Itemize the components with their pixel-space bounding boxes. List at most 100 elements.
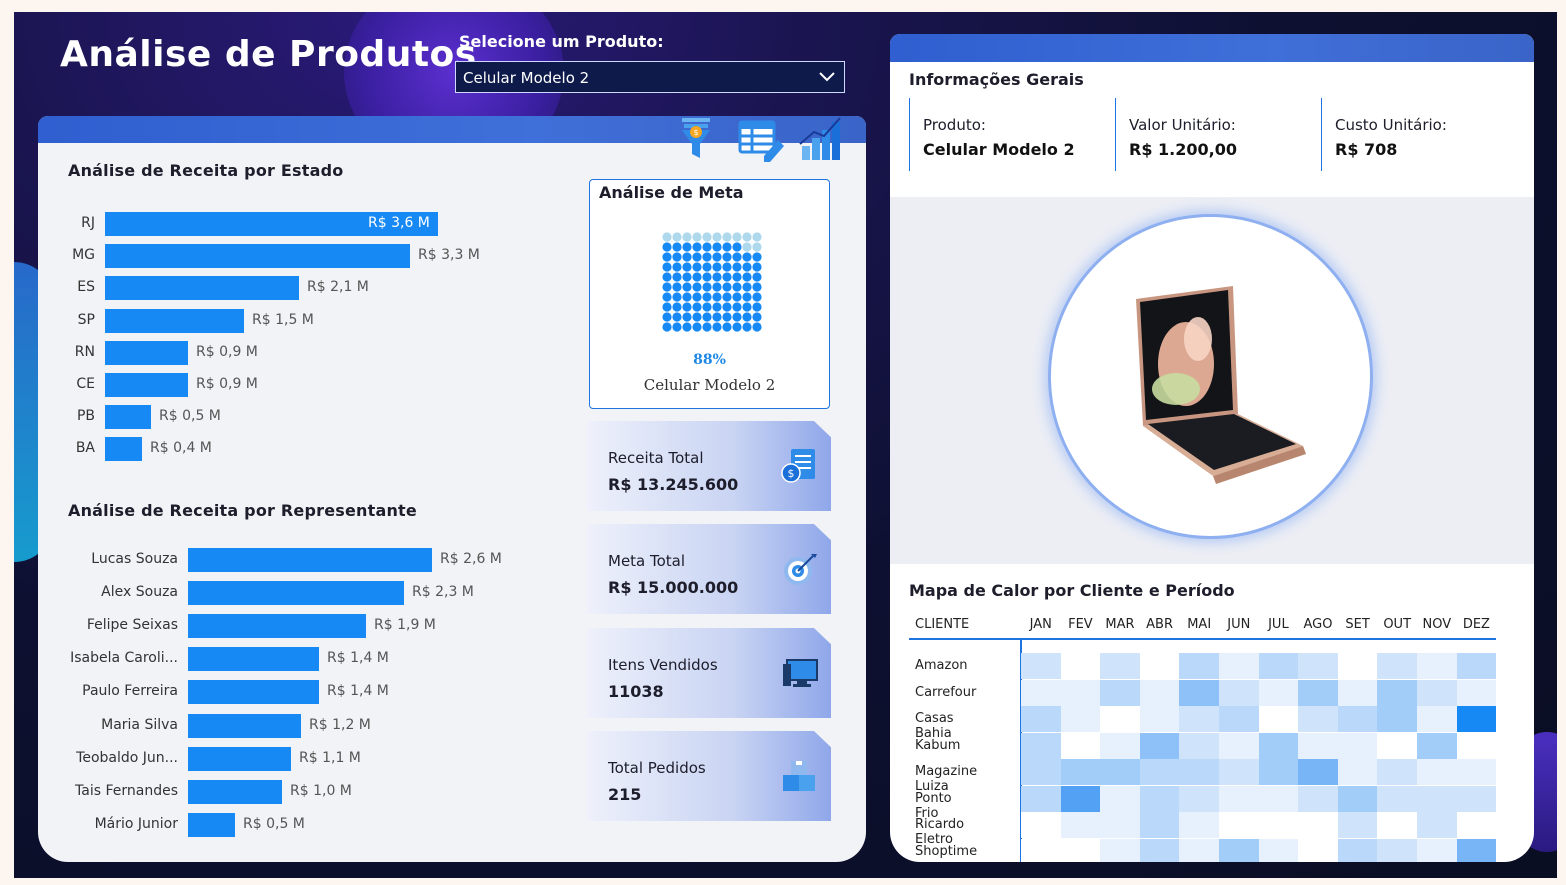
- heatmap-cell[interactable]: [1377, 679, 1417, 706]
- bar[interactable]: [188, 614, 366, 639]
- heatmap-cell[interactable]: [1258, 838, 1299, 862]
- bar[interactable]: [188, 713, 301, 738]
- heatmap-cell[interactable]: [1219, 653, 1259, 679]
- heatmap-cell[interactable]: [1456, 679, 1497, 706]
- heatmap-cell[interactable]: [1100, 812, 1140, 838]
- heatmap-cell[interactable]: [1337, 679, 1378, 706]
- heatmap-cell[interactable]: [1021, 785, 1061, 812]
- heatmap-cell[interactable]: [1179, 785, 1219, 812]
- heatmap-cell[interactable]: [1298, 679, 1338, 706]
- heatmap-cell[interactable]: [1337, 812, 1378, 838]
- heatmap-cell[interactable]: [1021, 653, 1061, 679]
- heatmap-cell[interactable]: [1021, 838, 1061, 862]
- bar[interactable]: [105, 244, 410, 269]
- heatmap-cell[interactable]: [1139, 679, 1180, 706]
- heatmap-cell[interactable]: [1179, 838, 1219, 862]
- heatmap-cell[interactable]: [1060, 679, 1101, 706]
- heatmap-cell[interactable]: [1298, 759, 1338, 785]
- bar[interactable]: [105, 373, 188, 397]
- heatmap-cell[interactable]: [1337, 653, 1378, 679]
- bar[interactable]: [188, 548, 432, 572]
- bar[interactable]: [188, 812, 235, 837]
- heatmap-cell[interactable]: [1456, 812, 1497, 838]
- heatmap-cell[interactable]: [1139, 785, 1180, 812]
- heatmap-cell[interactable]: [1258, 653, 1299, 679]
- heatmap-cell[interactable]: [1456, 838, 1497, 862]
- heatmap-cell[interactable]: [1377, 732, 1417, 759]
- heatmap-cell[interactable]: [1377, 653, 1417, 679]
- heatmap-cell[interactable]: [1139, 706, 1180, 732]
- heatmap-cell[interactable]: [1337, 759, 1378, 785]
- heatmap-cell[interactable]: [1456, 785, 1497, 812]
- chevron-down-icon[interactable]: [818, 67, 836, 89]
- heatmap-cell[interactable]: [1100, 706, 1140, 732]
- heatmap-cell[interactable]: [1100, 838, 1140, 862]
- heatmap-cell[interactable]: [1417, 679, 1457, 706]
- heatmap-cell[interactable]: [1417, 838, 1457, 862]
- heatmap-cell[interactable]: [1337, 706, 1378, 732]
- heatmap-cell[interactable]: [1179, 759, 1219, 785]
- heatmap-cell[interactable]: [1258, 785, 1299, 812]
- heatmap-cell[interactable]: [1417, 653, 1457, 679]
- heatmap-cell[interactable]: [1139, 759, 1180, 785]
- heatmap-cell[interactable]: [1100, 732, 1140, 759]
- heatmap-cell[interactable]: [1258, 706, 1299, 732]
- heatmap-cell[interactable]: [1337, 732, 1378, 759]
- heatmap-cell[interactable]: [1021, 679, 1061, 706]
- heatmap-cell[interactable]: [1417, 759, 1457, 785]
- heatmap-cell[interactable]: [1377, 706, 1417, 732]
- heatmap-cell[interactable]: [1298, 653, 1338, 679]
- heatmap-cell[interactable]: [1219, 838, 1259, 862]
- heatmap-cell[interactable]: [1258, 812, 1299, 838]
- heatmap-cell[interactable]: [1219, 706, 1259, 732]
- heatmap-cell[interactable]: [1179, 679, 1219, 706]
- bar[interactable]: [188, 680, 319, 705]
- heatmap-cell[interactable]: [1298, 732, 1338, 759]
- heatmap-cell[interactable]: [1021, 812, 1061, 838]
- heatmap-cell[interactable]: [1179, 653, 1219, 679]
- heatmap-cell[interactable]: [1377, 785, 1417, 812]
- heatmap-cell[interactable]: [1417, 732, 1457, 759]
- heatmap-cell[interactable]: [1060, 653, 1101, 679]
- heatmap-cell[interactable]: [1456, 732, 1497, 759]
- heatmap-cell[interactable]: [1258, 732, 1299, 759]
- heatmap-cell[interactable]: [1100, 679, 1140, 706]
- heatmap-cell[interactable]: [1060, 785, 1101, 812]
- heatmap-cell[interactable]: [1377, 812, 1417, 838]
- heatmap-cell[interactable]: [1179, 706, 1219, 732]
- heatmap-cell[interactable]: [1417, 812, 1457, 838]
- bar[interactable]: [188, 746, 291, 771]
- heatmap-cell[interactable]: [1456, 706, 1497, 732]
- table-edit-icon[interactable]: [738, 116, 784, 162]
- heatmap-cell[interactable]: [1100, 653, 1140, 679]
- heatmap-cell[interactable]: [1219, 759, 1259, 785]
- heatmap-cell[interactable]: [1060, 812, 1101, 838]
- bar[interactable]: [105, 437, 142, 462]
- product-select[interactable]: Celular Modelo 2: [455, 61, 845, 93]
- chart-growth-icon[interactable]: [798, 116, 842, 162]
- heatmap-cell[interactable]: [1456, 653, 1497, 679]
- heatmap-cell[interactable]: [1219, 785, 1259, 812]
- bar[interactable]: [105, 212, 438, 236]
- heatmap-cell[interactable]: [1219, 812, 1259, 838]
- heatmap-cell[interactable]: [1337, 785, 1378, 812]
- heatmap-cell[interactable]: [1139, 732, 1180, 759]
- heatmap-cell[interactable]: [1179, 732, 1219, 759]
- heatmap-cell[interactable]: [1298, 812, 1338, 838]
- heatmap-cell[interactable]: [1021, 706, 1061, 732]
- heatmap-cell[interactable]: [1298, 838, 1338, 862]
- heatmap-cell[interactable]: [1139, 653, 1180, 679]
- heatmap-cell[interactable]: [1139, 838, 1180, 862]
- bar[interactable]: [105, 340, 188, 365]
- heatmap-cell[interactable]: [1298, 785, 1338, 812]
- heatmap-cell[interactable]: [1219, 679, 1259, 706]
- bar[interactable]: [105, 405, 151, 430]
- heatmap-cell[interactable]: [1021, 759, 1061, 785]
- heatmap-cell[interactable]: [1298, 706, 1338, 732]
- heatmap-cell[interactable]: [1021, 732, 1061, 759]
- bar[interactable]: [105, 308, 244, 333]
- bar[interactable]: [105, 276, 299, 301]
- filter-icon[interactable]: $: [678, 116, 722, 162]
- heatmap-cell[interactable]: [1179, 812, 1219, 838]
- heatmap-cell[interactable]: [1417, 706, 1457, 732]
